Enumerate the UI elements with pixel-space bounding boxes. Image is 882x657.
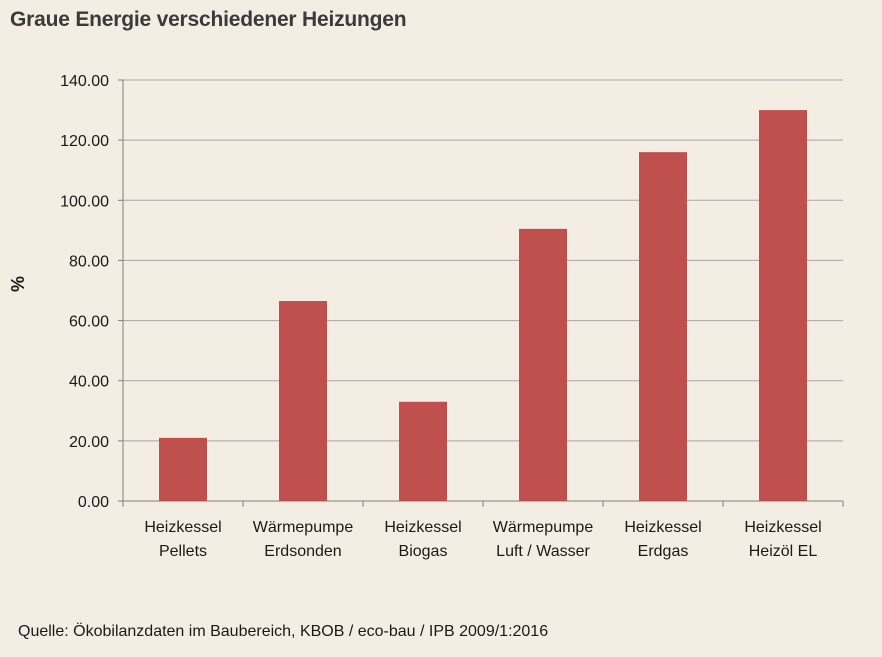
x-category-label: Wärmepumpe <box>253 519 354 536</box>
x-category-label: Pellets <box>159 543 207 560</box>
bar <box>759 110 807 502</box>
bar <box>279 301 327 501</box>
y-tick-label: 60.00 <box>69 314 109 331</box>
bar <box>399 401 447 501</box>
x-category-label: Erdgas <box>638 543 689 560</box>
y-tick-label: 140.00 <box>60 73 109 90</box>
axes <box>118 79 844 507</box>
bar <box>159 437 207 501</box>
x-category-label: Luft / Wasser <box>496 543 590 560</box>
x-category-label: Biogas <box>399 543 448 560</box>
y-tick-label: 40.00 <box>69 374 109 391</box>
bar <box>519 228 567 501</box>
x-category-label: Heizkessel <box>744 519 821 536</box>
bars <box>159 110 807 502</box>
x-category-label: Heizkessel <box>624 519 701 536</box>
y-tick-label: 80.00 <box>69 253 109 270</box>
chart-title: Graue Energie verschiedener Heizungen <box>10 8 407 31</box>
x-category-label: Erdsonden <box>264 543 341 560</box>
bar <box>639 152 687 501</box>
x-category-label: Heizöl EL <box>749 543 818 560</box>
y-tick-label: 0.00 <box>78 494 109 511</box>
y-axis-title: % <box>8 276 28 292</box>
x-category-label: Heizkessel <box>144 519 221 536</box>
x-category-label: Wärmepumpe <box>493 519 594 536</box>
labels: 0.00 20.00 40.00 60.00 80.00 100.00 120.00 140.… <box>60 73 822 560</box>
source-note: Quelle: Ökobilanzdaten im Baubereich, KB… <box>18 623 549 640</box>
y-tick-label: 20.00 <box>69 434 109 451</box>
y-tick-label: 120.00 <box>60 133 109 150</box>
y-tick-label: 100.00 <box>60 193 109 210</box>
grid-lines <box>123 79 843 442</box>
x-category-label: Heizkessel <box>384 519 461 536</box>
